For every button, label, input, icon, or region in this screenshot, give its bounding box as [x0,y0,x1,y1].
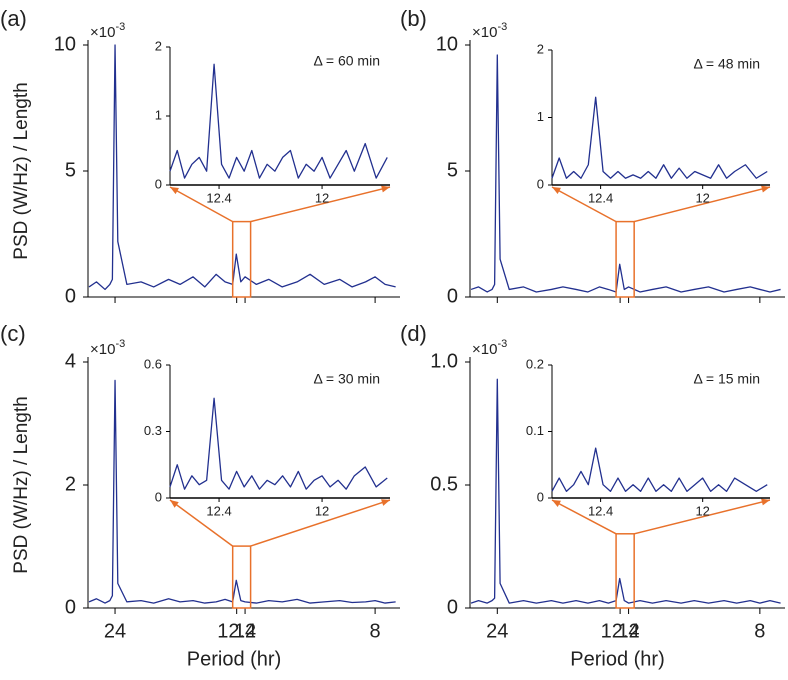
x-tick-label: 24 [104,620,126,642]
x-tick-label: 12.4 [217,620,256,642]
inset-y-tick-label: 0 [537,176,544,191]
arrow-head [761,498,770,506]
annotation: Δ = 15 min [693,371,760,387]
y-tick-label: 0 [65,596,76,618]
zoom-arrow [169,186,234,223]
inset-y-tick-label: 0.3 [144,423,162,438]
y-tick-label: 0.5 [430,473,458,495]
arrow-head [170,187,179,195]
y-tick-label: 2 [65,473,76,495]
y-axis-label: PSD (W/Hz) / Length [11,82,32,259]
y-axis-label: PSD (W/Hz) / Length [11,396,32,573]
data-line [88,44,396,291]
inset-y-tick-label: 0 [537,489,544,504]
arrow-head [552,500,561,507]
x-tick-label: 12 [234,620,256,642]
arrow-head [381,185,390,193]
x-tick-label: 8 [370,620,381,642]
panel-label: (c) [0,321,26,346]
y-offset: ×10-3 [472,338,507,358]
y-tick-label: 0 [447,596,458,618]
zoom-arrow [633,186,771,223]
y-offset-base: ×10 [90,24,115,41]
inset-y-tick-label: 2 [155,38,162,53]
data-line [169,63,388,179]
annotation: Δ = 60 min [313,53,380,69]
x-tick-label: 24 [486,620,508,642]
x-tick-label: 12 [617,620,639,642]
inset-x-tick-label: 12.4 [588,190,613,205]
inset-x-tick-label: 12 [695,190,709,205]
zoom-arrow [169,499,234,547]
y-offset-base: ×10 [472,24,497,41]
zoom-box [615,220,635,298]
y-offset: ×10-3 [90,21,125,41]
zoom-box [231,545,252,609]
y-tick-label: 0 [447,285,458,307]
y-tick-label: 5 [447,159,458,181]
arrow-head [552,187,561,195]
inset-y-tick-label: 1 [537,109,544,124]
inset-x-tick-label: 12 [315,503,329,518]
y-offset-base: ×10 [90,341,115,358]
y-offset: ×10-3 [472,21,507,41]
zoom-arrow [551,186,617,223]
arrow-head [381,499,390,506]
y-offset-exp: -3 [497,21,507,33]
inset-x-tick-label: 12 [695,503,709,518]
inset-x-tick-label: 12.4 [588,503,613,518]
inset-y-tick-label: 0.6 [144,356,162,371]
data-line [470,378,781,604]
x-axis-label: Period (hr) [570,648,664,670]
annotation: Δ = 30 min [313,371,380,387]
zoom-box [231,220,252,298]
panel-label: (d) [400,321,427,346]
arrow-head [170,500,179,508]
data-line [169,397,388,490]
zoom-arrow [633,499,771,535]
y-tick-label: 0 [65,285,76,307]
data-line [551,96,768,179]
y-offset-base: ×10 [472,341,497,358]
inset-y-tick-label: 2 [537,41,544,56]
inset-y-tick-label: 0.2 [526,356,544,371]
data-line [551,447,768,492]
y-tick-label: 1.0 [430,350,458,372]
y-tick-label: 5 [65,159,76,181]
panel-label: (b) [400,6,427,31]
zoom-arrow [250,499,391,547]
inset-x-tick-label: 12.4 [206,503,231,518]
y-offset-exp: -3 [115,21,125,33]
inset-x-tick-label: 12 [315,190,329,205]
panel-label: (a) [0,6,27,31]
y-offset: ×10-3 [90,338,125,358]
y-tick-label: 10 [436,33,458,55]
inset-x-tick-label: 12.4 [206,190,231,205]
inset-y-tick-label: 0.1 [526,423,544,438]
y-tick-label: 10 [54,33,76,55]
data-line [88,379,396,604]
x-tick-label: 8 [754,620,765,642]
x-tick-label: 12.4 [601,620,640,642]
y-tick-label: 4 [65,350,76,372]
y-offset-exp: -3 [497,338,507,350]
zoom-arrow [551,499,617,535]
annotation: Δ = 48 min [693,56,760,72]
zoom-arrow [250,186,391,223]
arrow-head [761,185,770,193]
zoom-box [615,533,635,609]
y-offset-exp: -3 [115,338,125,350]
inset-y-tick-label: 0 [155,176,162,191]
inset-y-tick-label: 1 [155,107,162,122]
x-axis-label: Period (hr) [187,648,281,670]
data-line [470,54,781,293]
inset-y-tick-label: 0 [155,489,162,504]
